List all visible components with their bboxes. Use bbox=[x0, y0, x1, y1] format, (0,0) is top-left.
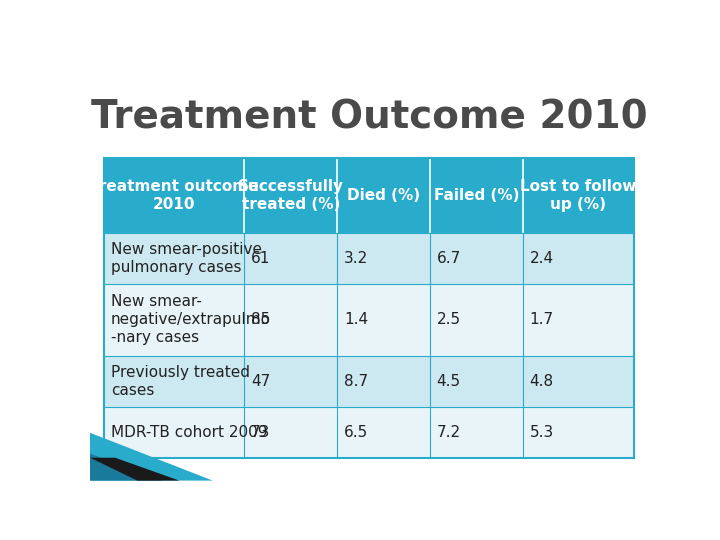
FancyBboxPatch shape bbox=[104, 284, 634, 356]
Text: 3.2: 3.2 bbox=[344, 251, 368, 266]
Text: 47: 47 bbox=[251, 374, 271, 389]
Text: 2.5: 2.5 bbox=[436, 312, 461, 327]
Polygon shape bbox=[90, 433, 213, 481]
Text: Failed (%): Failed (%) bbox=[433, 188, 519, 203]
Text: Treatment Outcome 2010: Treatment Outcome 2010 bbox=[91, 98, 647, 136]
Text: 4.5: 4.5 bbox=[436, 374, 461, 389]
Text: Successfully
treated (%): Successfully treated (%) bbox=[238, 179, 344, 212]
FancyBboxPatch shape bbox=[104, 407, 634, 458]
Text: 4.8: 4.8 bbox=[529, 374, 554, 389]
Text: 7.2: 7.2 bbox=[436, 425, 461, 440]
Text: 85: 85 bbox=[251, 312, 271, 327]
FancyBboxPatch shape bbox=[104, 356, 634, 407]
Text: MDR-TB cohort 2009: MDR-TB cohort 2009 bbox=[111, 425, 267, 440]
Text: Lost to follow
up (%): Lost to follow up (%) bbox=[521, 179, 636, 212]
Text: 1.7: 1.7 bbox=[529, 312, 554, 327]
Text: New smear-positive
pulmonary cases: New smear-positive pulmonary cases bbox=[111, 241, 261, 275]
Text: 1.4: 1.4 bbox=[344, 312, 368, 327]
Text: 8.7: 8.7 bbox=[344, 374, 368, 389]
Text: 6.5: 6.5 bbox=[344, 425, 368, 440]
Text: 73: 73 bbox=[251, 425, 271, 440]
Text: Previously treated
cases: Previously treated cases bbox=[111, 365, 250, 398]
Text: Died (%): Died (%) bbox=[347, 188, 420, 203]
Text: Treatment outcome
2010: Treatment outcome 2010 bbox=[90, 179, 258, 212]
Polygon shape bbox=[90, 454, 163, 481]
Text: 5.3: 5.3 bbox=[529, 425, 554, 440]
Text: 6.7: 6.7 bbox=[436, 251, 461, 266]
Text: 61: 61 bbox=[251, 251, 271, 266]
Text: 2.4: 2.4 bbox=[529, 251, 554, 266]
Polygon shape bbox=[90, 458, 179, 481]
FancyBboxPatch shape bbox=[104, 158, 634, 233]
Text: New smear-
negative/extrapulmo
-nary cases: New smear- negative/extrapulmo -nary cas… bbox=[111, 294, 271, 345]
FancyBboxPatch shape bbox=[104, 233, 634, 284]
